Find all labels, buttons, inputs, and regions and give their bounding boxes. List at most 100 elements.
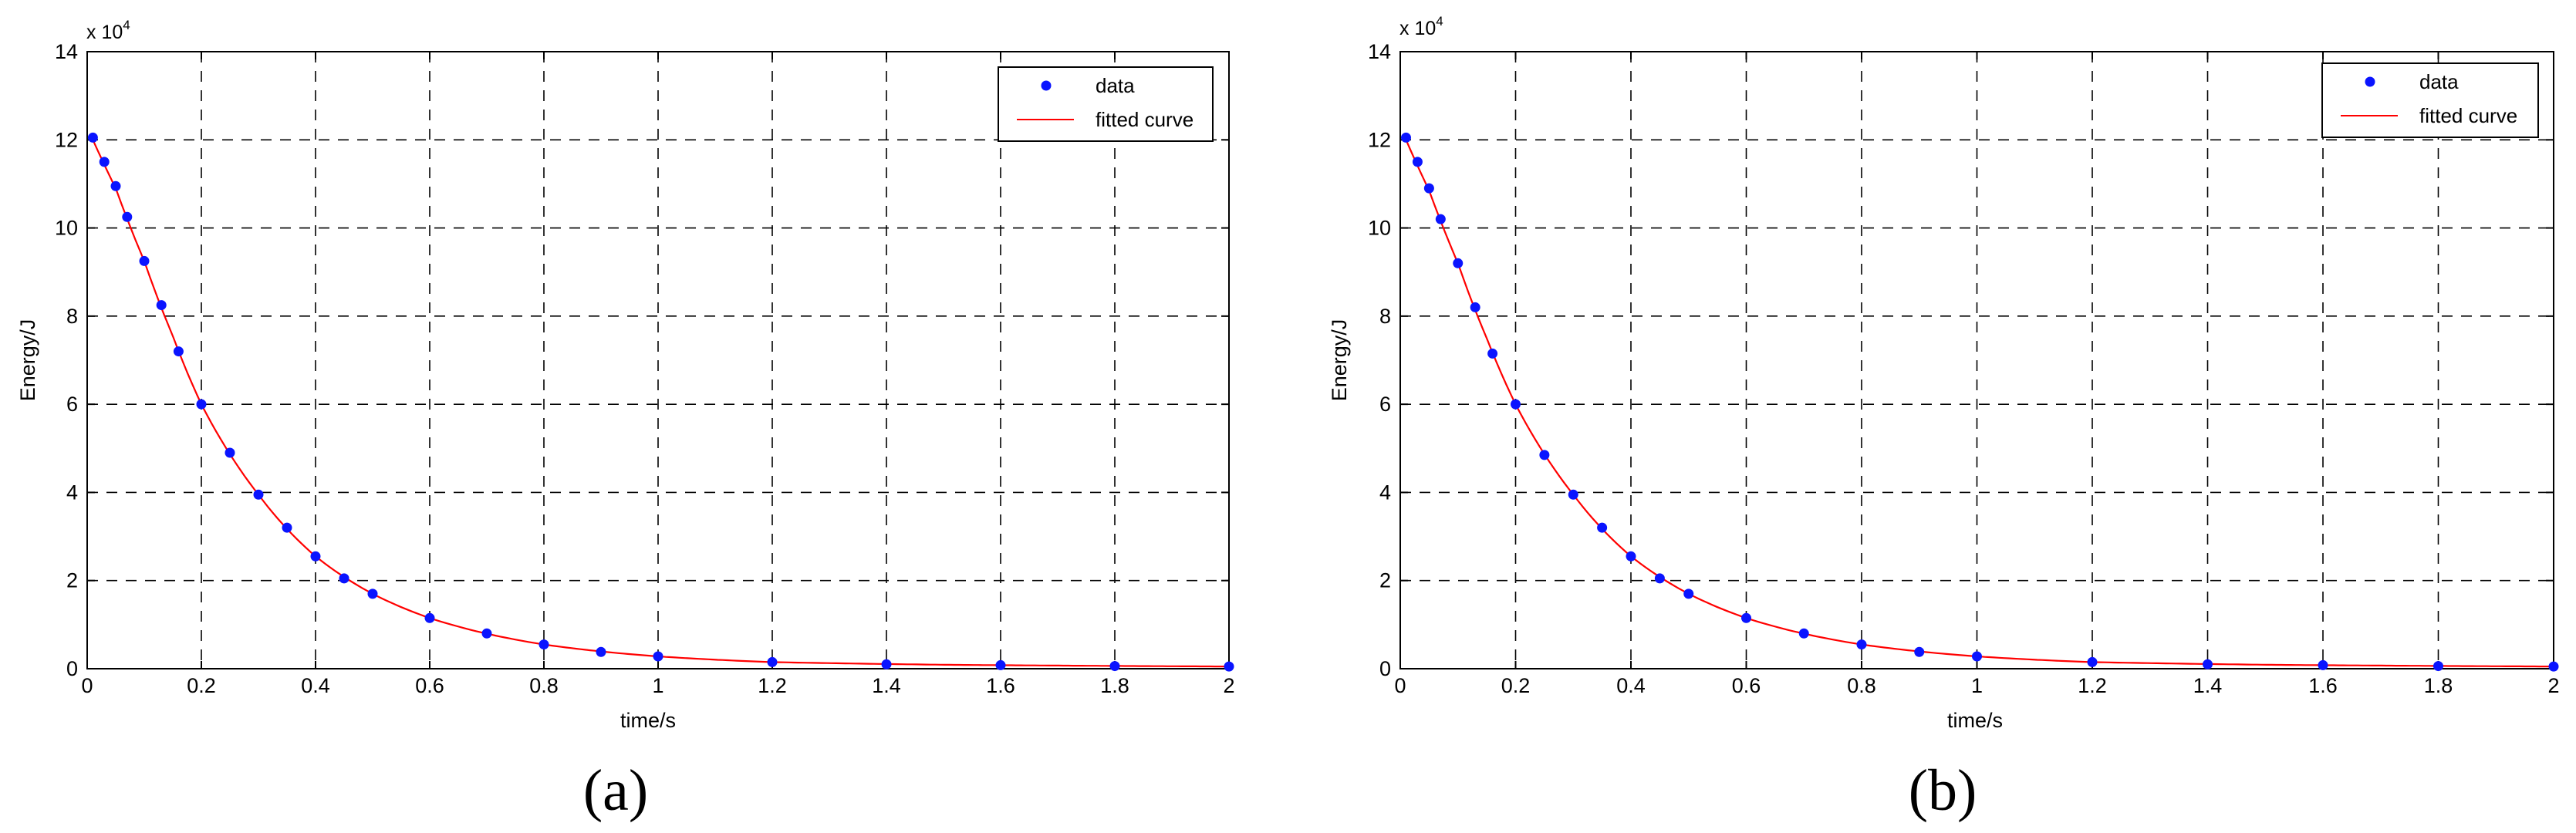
data-point (1453, 258, 1464, 268)
data-point (1470, 302, 1480, 312)
y-axis-multiplier: x 104 (1399, 14, 1443, 39)
data-point (538, 639, 549, 650)
data-point (1856, 639, 1867, 650)
legend-box (998, 66, 1214, 142)
legend-entry-fitted-curve: fitted curve (2419, 104, 2517, 127)
data-point (1741, 612, 1751, 623)
data-marker-layer (87, 132, 1234, 672)
y-tick-label: 12 (1368, 128, 1391, 151)
data-point (653, 651, 663, 662)
y-tick-label: 14 (1368, 40, 1391, 63)
x-tick-label: 0.8 (529, 674, 559, 697)
x-tick-label: 2 (1223, 674, 1234, 697)
data-point (881, 659, 892, 669)
data-point (1914, 646, 1925, 657)
data-point (173, 346, 184, 357)
data-marker-layer (1400, 132, 2559, 672)
data-point (1654, 573, 1665, 584)
legend-entry-data: data (1096, 74, 1135, 97)
data-point (596, 646, 606, 657)
data-point (1487, 348, 1498, 359)
y-tick-labels: 0 2 4 6 8 10 12 14 (1368, 40, 1391, 680)
y-axis-label: Energy/J (16, 319, 39, 402)
data-point (1798, 628, 1809, 639)
data-point (282, 522, 292, 533)
y-axis-multiplier: x 104 (86, 18, 130, 43)
y-tick-label: 4 (1379, 481, 1391, 504)
data-point (424, 612, 435, 623)
x-tick-label: 1.2 (758, 674, 787, 697)
x-tick-label: 1 (1971, 674, 1983, 697)
x-tick-label: 0.6 (415, 674, 444, 697)
x-tick-label: 1.4 (2193, 674, 2223, 697)
data-point (1435, 214, 1446, 224)
data-point (2548, 661, 2559, 672)
data-point (339, 573, 349, 584)
y-axis-label: Energy/J (1328, 319, 1351, 402)
data-point (1626, 551, 1636, 562)
y-tick-label: 0 (66, 657, 78, 680)
data-point (87, 132, 98, 143)
y-tick-label: 8 (66, 305, 78, 328)
y-tick-label: 8 (1379, 305, 1391, 328)
y-tick-labels: 0 2 4 6 8 10 12 14 (55, 40, 78, 680)
axis-ticks (86, 51, 1230, 669)
x-tick-label: 0.2 (1501, 674, 1531, 697)
data-point (367, 588, 378, 599)
data-point (196, 399, 207, 410)
x-tick-labels: 0 0.2 0.4 0.6 0.8 1 1.2 1.4 1.6 1.8 2 (81, 674, 1234, 697)
data-point (2318, 659, 2328, 670)
data-point (1400, 132, 1411, 143)
x-tick-label: 1 (652, 674, 663, 697)
x-tick-label: 1.8 (2424, 674, 2453, 697)
data-point (1972, 651, 1982, 662)
data-point (2087, 656, 2098, 667)
legend-box (2321, 62, 2539, 138)
legend: data fitted curve (998, 66, 1214, 142)
data-point (225, 447, 235, 458)
x-tick-label: 1.4 (872, 674, 901, 697)
y-tick-label: 10 (1368, 217, 1391, 240)
data-point (156, 300, 167, 311)
data-point (1412, 157, 1423, 167)
legend-data-marker (2365, 76, 2375, 87)
data-point (139, 255, 150, 266)
legend: data fitted curve (2321, 62, 2539, 138)
panel-label: (b) (1909, 758, 1977, 823)
x-tick-label: 2 (2547, 674, 2559, 697)
y-tick-label: 2 (1379, 569, 1391, 592)
x-axis-label: time/s (620, 709, 676, 732)
data-point (1568, 489, 1578, 500)
x-tick-label: 0 (81, 674, 93, 697)
data-point (1423, 183, 1434, 194)
x-axis-label: time/s (1947, 709, 2003, 732)
data-point (1511, 399, 1521, 410)
chart-panel-a: 0 0.2 0.4 0.6 0.8 1 1.2 1.4 1.6 1.8 2 02468101214 … (16, 18, 1235, 823)
panel-label: (a) (583, 758, 648, 823)
y-tick-label: 6 (66, 393, 78, 416)
data-point (1597, 522, 1608, 533)
data-point (1683, 588, 1694, 599)
x-tick-label: 1.8 (1100, 674, 1129, 697)
y-tick-label: 2 (66, 569, 78, 592)
x-tick-labels: 0 0.2 0.4 0.6 0.8 1 1.2 1.4 1.6 1.8 2 (1394, 674, 2559, 697)
data-point (1539, 450, 1550, 460)
x-tick-label: 0.4 (301, 674, 330, 697)
x-tick-label: 0.6 (1732, 674, 1761, 697)
y-tick-label: 0 (1379, 657, 1391, 680)
x-tick-label: 1.2 (2078, 674, 2107, 697)
y-tick-label: 14 (55, 40, 78, 63)
data-point (481, 628, 492, 639)
data-point (1224, 661, 1234, 672)
y-tick-label: 6 (1379, 393, 1391, 416)
x-tick-label: 0.8 (1847, 674, 1876, 697)
data-point (110, 180, 121, 191)
chart-panel-b: 0 0.2 0.4 0.6 0.8 1 1.2 1.4 1.6 1.8 2 02468101214 … (1328, 14, 2560, 823)
x-tick-label: 0 (1394, 674, 1406, 697)
data-point (310, 551, 321, 562)
x-tick-label: 0.2 (187, 674, 216, 697)
y-tick-label: 4 (66, 481, 78, 504)
x-tick-label: 0.4 (1616, 674, 1646, 697)
grid-lines (1400, 52, 2554, 669)
